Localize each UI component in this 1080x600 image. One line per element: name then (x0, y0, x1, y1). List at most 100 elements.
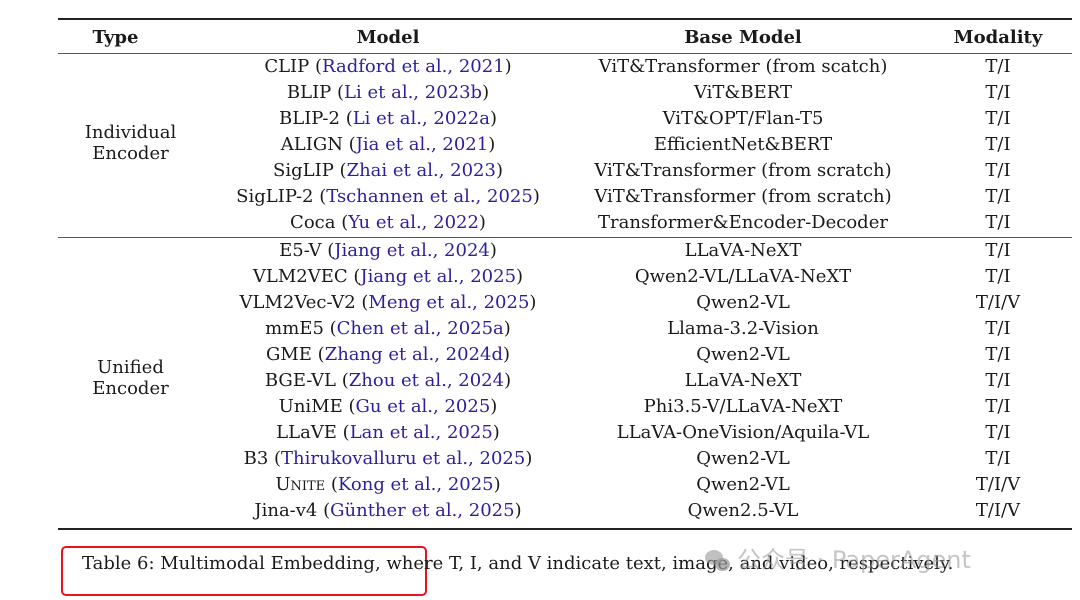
wechat-icon (705, 550, 731, 572)
model-name: VLM2Vec-V2 (239, 292, 356, 313)
model-name: Jina-v4 (254, 500, 318, 521)
paren-close: ) (488, 134, 496, 155)
citation-link[interactable]: Zhou et al., 2024 (348, 370, 505, 391)
table-row: SigLIP (Zhai et al., 2023) ViT&Transforme… (58, 158, 1072, 184)
citation-link[interactable]: Jiang et al., 2024 (334, 240, 490, 261)
table-row: VLM2Vec-V2 (Meng et al., 2025) Qwen2-VL T/… (58, 290, 1072, 316)
table-row: Coca (Yu et al., 2022) Transformer&Encode… (58, 210, 1072, 236)
citation-link[interactable]: Li et al., 2023b (344, 82, 483, 103)
model-cell: GME (Zhang et al., 2024d) (188, 342, 588, 368)
modality-cell: T/I (985, 186, 1011, 207)
table-row: Jina-v4 (Günther et al., 2025) Qwen2.5-VL… (58, 498, 1072, 524)
paren-close: ) (514, 500, 522, 521)
paren-close: ) (495, 160, 503, 181)
base-model-cell: Qwen2-VL/LLaVA-NeXT (634, 266, 852, 287)
modality-cell: T/I (985, 266, 1011, 287)
model-cell: mmE5 (Chen et al., 2025a) (188, 316, 588, 342)
paren-close: ) (504, 370, 512, 391)
paren-open: ( (309, 56, 323, 77)
citation-link[interactable]: Kong et al., 2025 (337, 474, 494, 495)
table-row: BLIP (Li et al., 2023b) ViT&BERT T/I (58, 80, 1072, 106)
model-name: BLIP-2 (279, 108, 340, 129)
citation-link[interactable]: Thirukovalluru et al., 2025 (281, 448, 526, 469)
table-row: UniME (Gu et al., 2025) Phi3.5-V/LLaVA-Ne… (58, 394, 1072, 420)
table-row: GME (Zhang et al., 2024d) Qwen2-VL T/I (58, 342, 1072, 368)
model-name: B3 (243, 448, 269, 469)
citation-link[interactable]: Meng et al., 2025 (368, 292, 530, 313)
paren-close: ) (490, 396, 498, 417)
modality-cell: T/I (985, 396, 1011, 417)
table-caption: Table 6: Multimodal Embedding, where T, … (82, 553, 954, 574)
model-name: ALIGN (280, 134, 343, 155)
model-cell: B3 (Thirukovalluru et al., 2025) (188, 446, 588, 472)
paren-close: ) (525, 448, 533, 469)
base-model-cell: Qwen2-VL (696, 292, 790, 313)
citation-link[interactable]: Yu et al., 2022 (348, 212, 479, 233)
group-label-individual-encoder: Individual Encoder (68, 122, 193, 164)
model-cell: CLIP (Radford et al., 2021) (188, 54, 588, 80)
modality-cell: T/I (985, 240, 1011, 261)
citation-link[interactable]: Günther et al., 2025 (330, 500, 515, 521)
base-model-cell: ViT&OPT/Flan-T5 (662, 108, 824, 129)
paren-close: ) (503, 318, 511, 339)
bottom-rule (58, 528, 1072, 530)
model-cell: UniME (Gu et al., 2025) (188, 394, 588, 420)
model-name: Unite (275, 474, 326, 495)
paren-close: ) (532, 186, 540, 207)
base-model-cell: LLaVA-OneVision/Aquila-VL (616, 422, 870, 443)
citation-link[interactable]: Radford et al., 2021 (322, 56, 505, 77)
citation-link[interactable]: Jiang et al., 2025 (360, 266, 517, 287)
model-cell: SigLIP (Zhai et al., 2023) (188, 158, 588, 184)
modality-cell: T/I/V (975, 474, 1021, 495)
paren-open: ( (325, 474, 338, 495)
model-cell: ALIGN (Jia et al., 2021) (188, 132, 588, 158)
model-cell: VLM2VEC (Jiang et al., 2025) (188, 264, 588, 290)
modality-cell: T/I (985, 160, 1011, 181)
model-name: CLIP (264, 56, 310, 77)
paren-close: ) (493, 474, 501, 495)
base-model-cell: ViT&Transformer (from scratch) (594, 160, 892, 181)
paren-open: ( (311, 344, 325, 365)
citation-link[interactable]: Zhai et al., 2023 (346, 160, 496, 181)
paren-open: ( (268, 448, 282, 469)
base-model-cell: LLaVA-NeXT (684, 370, 802, 391)
top-rule (58, 18, 1072, 20)
citation-link[interactable]: Jia et al., 2021 (355, 134, 489, 155)
group-label-line2: Encoder (92, 143, 169, 164)
base-model-cell: Qwen2-VL (696, 344, 790, 365)
model-cell: Unite (Kong et al., 2025) (188, 472, 588, 498)
model-name: GME (266, 344, 312, 365)
model-cell: E5-V (Jiang et al., 2024) (188, 238, 588, 264)
paren-open: ( (317, 500, 331, 521)
paren-open: ( (321, 240, 335, 261)
base-model-cell: Llama-3.2-Vision (667, 318, 819, 339)
base-model-cell: Phi3.5-V/LLaVA-NeXT (643, 396, 843, 417)
table-row: CLIP (Radford et al., 2021) ViT&Transform… (58, 54, 1072, 80)
base-model-cell: EfficientNet&BERT (653, 134, 833, 155)
table-row: SigLIP-2 (Tschannen et al., 2025) ViT&Tra… (58, 184, 1072, 210)
model-cell: BLIP-2 (Li et al., 2022a) (188, 106, 588, 132)
base-model-cell: Qwen2.5-VL (687, 500, 799, 521)
header-rule (58, 53, 1072, 54)
table-row: mmE5 (Chen et al., 2025a) Llama-3.2-Visio… (58, 316, 1072, 342)
paren-close: ) (516, 266, 524, 287)
citation-link[interactable]: Lan et al., 2025 (349, 422, 493, 443)
paren-open: ( (355, 292, 369, 313)
header-base-model: Base Model (684, 27, 802, 48)
group-label-line1: Unified (97, 357, 164, 378)
modality-cell: T/I (985, 82, 1011, 103)
model-cell: SigLIP-2 (Tschannen et al., 2025) (188, 184, 588, 210)
citation-link[interactable]: Chen et al., 2025a (336, 318, 504, 339)
citation-link[interactable]: Li et al., 2022a (352, 108, 490, 129)
citation-link[interactable]: Gu et al., 2025 (355, 396, 491, 417)
paren-close: ) (489, 108, 497, 129)
modality-cell: T/I (985, 370, 1011, 391)
table-row: LLaVE (Lan et al., 2025) LLaVA-OneVision/… (58, 420, 1072, 446)
table-row: VLM2VEC (Jiang et al., 2025) Qwen2-VL/LLa… (58, 264, 1072, 290)
citation-link[interactable]: Tschannen et al., 2025 (326, 186, 533, 207)
header-modality: Modality (953, 27, 1043, 48)
model-cell: BLIP (Li et al., 2023b) (188, 80, 588, 106)
citation-link[interactable]: Zhang et al., 2024d (324, 344, 503, 365)
model-name: VLM2VEC (252, 266, 348, 287)
watermark: 公众号 · PaperAgent (705, 540, 971, 575)
